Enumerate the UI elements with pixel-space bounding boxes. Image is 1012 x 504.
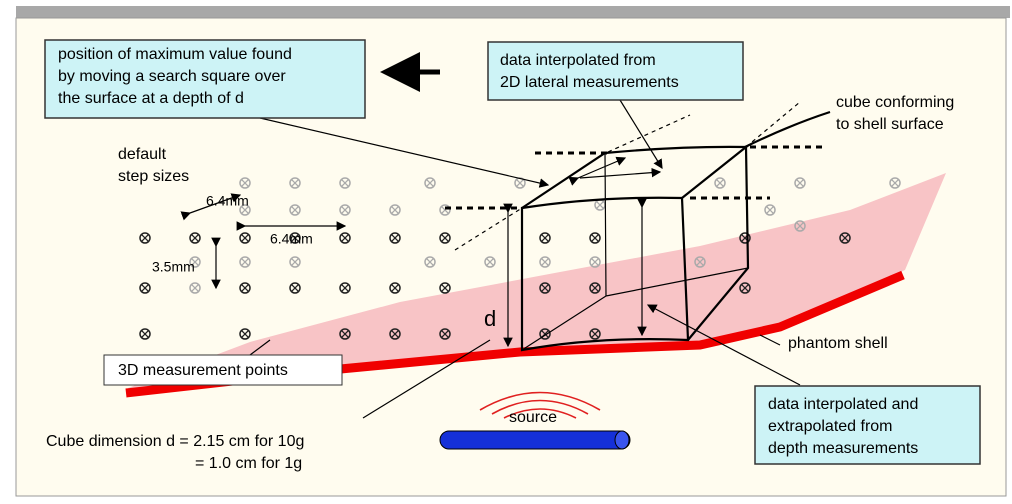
measurement-point xyxy=(239,256,251,268)
label: step sizes xyxy=(118,168,189,185)
callout-box xyxy=(754,385,981,465)
measurement-point xyxy=(339,282,351,294)
pointer xyxy=(249,339,271,356)
measurement-point xyxy=(339,328,351,340)
measurement-point xyxy=(389,204,401,216)
measurement-point xyxy=(484,256,496,268)
label: = 1.0 cm for 1g xyxy=(195,455,302,472)
measurement-point xyxy=(339,177,351,189)
measurement-point xyxy=(239,232,251,244)
measurement-point xyxy=(389,282,401,294)
label: phantom shell xyxy=(788,335,888,352)
label: extrapolated from xyxy=(768,418,893,435)
measurement-point xyxy=(439,328,451,340)
measurement-point xyxy=(764,204,776,216)
measurement-point xyxy=(589,256,601,268)
measurement-point xyxy=(289,282,301,294)
label: data interpolated and xyxy=(768,396,918,413)
measurement-point xyxy=(239,328,251,340)
measurement-point xyxy=(289,256,301,268)
label: by moving a search square over xyxy=(58,68,286,85)
label: the surface at a depth of d xyxy=(58,90,244,107)
label: default xyxy=(118,146,167,163)
measurement-point xyxy=(339,232,351,244)
shell-surface xyxy=(128,173,946,396)
measurement-point xyxy=(839,232,851,244)
cube xyxy=(445,101,831,352)
pointer xyxy=(259,117,550,188)
measurement-point xyxy=(439,282,451,294)
measurement-point xyxy=(289,177,301,189)
measurement-point xyxy=(389,232,401,244)
measurement-point xyxy=(794,220,806,232)
measurement-point xyxy=(589,282,601,294)
label: data interpolated from xyxy=(500,52,656,69)
callout-box xyxy=(487,41,744,101)
measurement-point xyxy=(139,282,151,294)
step-arrow xyxy=(180,193,242,221)
measurement-point xyxy=(589,232,601,244)
label: 3D measurement points xyxy=(118,362,288,379)
measurement-point xyxy=(739,282,751,294)
label: 2D lateral measurements xyxy=(500,74,679,91)
source xyxy=(439,391,631,450)
measurement-point xyxy=(339,204,351,216)
label: d xyxy=(484,306,496,331)
top-bar xyxy=(16,6,1010,18)
measurement-point xyxy=(189,282,201,294)
label: 3.5mm xyxy=(152,259,195,275)
label: 6.4mm xyxy=(206,193,249,209)
measurement-point xyxy=(439,232,451,244)
measurement-point xyxy=(539,282,551,294)
label: cube conforming xyxy=(836,94,954,111)
measurement-point xyxy=(239,204,251,216)
pointer xyxy=(759,334,781,346)
measurement-point xyxy=(889,177,901,189)
measurement-point xyxy=(289,232,301,244)
label: 6.4mm xyxy=(270,231,313,247)
label: Cube dimension d = 2.15 cm for 10g xyxy=(46,433,304,450)
measurement-point xyxy=(424,177,436,189)
measurement-point xyxy=(539,232,551,244)
callout-box xyxy=(44,39,366,119)
measurement-point xyxy=(589,328,601,340)
pointer xyxy=(646,304,801,386)
measurement-point xyxy=(539,256,551,268)
measurement-point xyxy=(139,328,151,340)
measurement-point xyxy=(389,328,401,340)
measurement-point xyxy=(794,177,806,189)
measurement-point xyxy=(239,282,251,294)
measurement-point xyxy=(694,256,706,268)
label: depth measurements xyxy=(768,440,918,457)
pointer xyxy=(362,339,491,419)
measurement-point xyxy=(239,177,251,189)
measurement-point xyxy=(289,204,301,216)
measurement-point xyxy=(189,232,201,244)
measurement-point xyxy=(714,177,726,189)
measurement-point xyxy=(424,256,436,268)
measurement-point xyxy=(139,232,151,244)
label: position of maximum value found xyxy=(58,46,292,63)
pointer xyxy=(619,99,663,170)
label: to shell surface xyxy=(836,116,944,133)
label: source xyxy=(509,409,557,426)
callout-box xyxy=(103,354,343,386)
measurement-point xyxy=(189,256,201,268)
